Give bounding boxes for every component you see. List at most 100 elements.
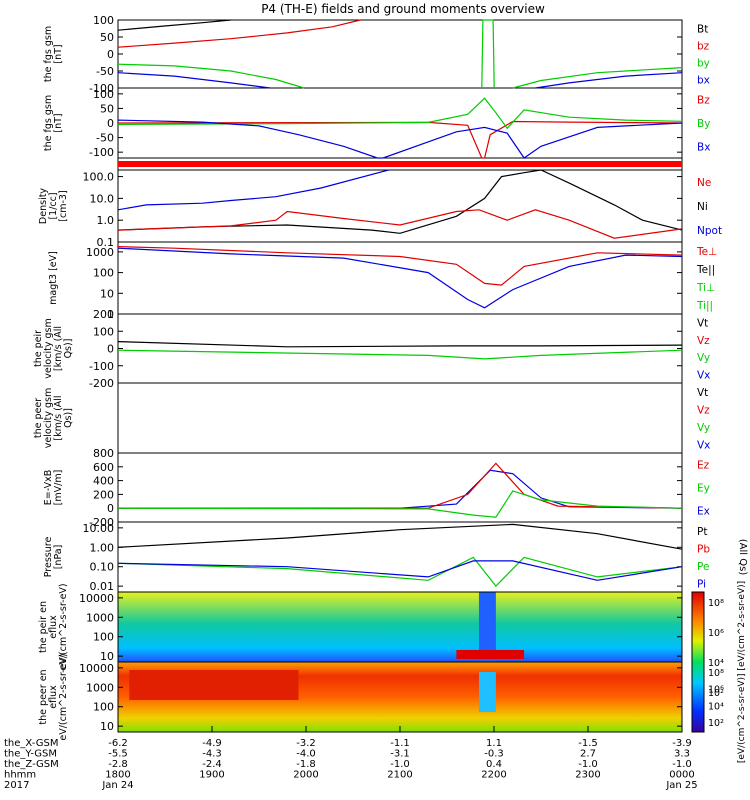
series-bx [117, 72, 271, 89]
x-tick-label: 1900 [199, 770, 224, 781]
x-tick-label: -2.8 [108, 759, 128, 770]
y-tick-label: 50 [100, 31, 114, 44]
x-tick-label: -1.8 [296, 759, 316, 770]
x-tick-label: -3.9 [672, 738, 692, 749]
y-axis-label-line: the fgs gsm [43, 95, 54, 151]
y-axis-label-line: the peir en [38, 601, 49, 653]
legend-pt: Pt [697, 526, 707, 538]
legend-vt: Vt [697, 318, 708, 330]
legend-ni: Ni [697, 201, 708, 213]
y-axis-label-line: the peer [33, 398, 44, 438]
colorbar: 10⁸ 10⁶ 10⁴ 10² 10⁸ 10⁶ 10⁴ 10² [eV/(cm^2-s-sr-e… [691, 581, 747, 763]
panel-frame [117, 521, 683, 593]
x-tick-label: -2.4 [202, 759, 222, 770]
series-Bx [117, 119, 683, 159]
y-tick-label: 1000 [86, 246, 114, 259]
colorbar-label-text: [eV/(cm^2-s-sr-eV)] [eV/(cm^2-s-sr-eV)] [737, 581, 747, 763]
y-tick-label: 10 [100, 650, 114, 663]
y-axis-label-line: the peir [33, 330, 44, 367]
y-tick-label: 0.01 [90, 580, 115, 593]
ion-spectrogram [118, 592, 682, 662]
y-axis-label-line: eV/(cm^2-s-sr-eV) [58, 653, 69, 740]
x-tick-label: 2200 [481, 770, 506, 781]
x-tick-label: -6.2 [108, 738, 128, 749]
y-tick-label: 400 [93, 475, 114, 488]
series-vt [117, 341, 683, 348]
y-tick-label: 100 [93, 267, 114, 280]
x-tick-label: 2100 [387, 770, 412, 781]
series-By [117, 97, 683, 130]
y-tick-label: 200 [93, 488, 114, 501]
legend-vt: Vt [697, 387, 708, 399]
y-tick-label: 100.0 [83, 171, 115, 184]
legend-npot: Npot [697, 225, 722, 237]
legend-vz: Vz [697, 404, 710, 416]
y-tick-label: 0 [107, 343, 114, 356]
series-bt [117, 19, 231, 31]
y-tick-label: -50 [96, 132, 114, 145]
colorbar-label: [eV/(cm^2-s-sr-eV)] [eV/(cm^2-s-sr-eV)] [737, 581, 747, 763]
legend-bz: bz [697, 41, 710, 53]
y-tick-label: 600 [93, 461, 114, 474]
y-axis-label-line: Qs)] [63, 339, 74, 359]
y-axis-label: the peer velocity gsm [km/s (All Qs)] [33, 388, 74, 448]
y-axis-label-line: [nPa] [53, 545, 64, 570]
y-axis-label: the peer en eflux eV/(cm^2-s-sr-eV) [38, 653, 69, 740]
y-axis-label-line: the fgs gsm [43, 26, 54, 82]
y-axis-label-line: [nT] [53, 44, 64, 63]
y-axis-label-line: velocity gsm [43, 388, 54, 448]
x-tick-label: 1800 [105, 770, 130, 781]
y-tick-label: 10.00 [83, 522, 115, 535]
x-tick-label: -1.0 [672, 759, 692, 770]
x-tick-label: 0.4 [486, 759, 502, 770]
x-tick-label: -1.0 [390, 759, 410, 770]
colorbar-scale [691, 591, 705, 733]
colorbar-tick-label-2: 10² [708, 718, 724, 729]
legend-vz: Vz [697, 335, 710, 347]
y-tick-label: 100 [93, 14, 114, 27]
series-vy [117, 349, 683, 360]
y-tick-label: 1.0 [97, 214, 115, 227]
colorbar-tick-label: 10⁶ [708, 628, 724, 639]
y-tick-label: 100 [93, 701, 114, 714]
x-date-label: Jan 25 [665, 780, 697, 791]
colorbar-tick-label-2: 10⁴ [708, 701, 724, 712]
x-tick-label: -4.3 [202, 749, 222, 760]
y-axis-label-line: Qs)] [63, 408, 74, 428]
y-tick-label: -200 [89, 516, 114, 529]
y-tick-label: 10.0 [90, 192, 115, 205]
series-ti [117, 247, 683, 309]
y-axis-label-line: Density [38, 188, 49, 224]
panel-frame [117, 452, 683, 523]
series-by-spike [481, 19, 495, 89]
y-tick-label: -200 [89, 377, 114, 390]
series-by-right [512, 67, 683, 89]
x-date-label: Jan 24 [101, 780, 133, 791]
series-ne [117, 209, 683, 239]
y-axis-label: the peir en eflux eV/(cm^2-s-sr-eV) [38, 583, 69, 670]
ion-spectrogram-low [456, 650, 525, 659]
y-tick-label: 10000 [79, 662, 114, 675]
y-axis-label-line: eflux [48, 685, 59, 709]
panel-frame [117, 19, 683, 89]
y-tick-label: 0 [107, 48, 114, 61]
panel-frame [117, 382, 683, 454]
side-note-text: (All Qs) [737, 539, 748, 576]
legend-ti||: Ti|| [696, 300, 713, 312]
legend-by: By [697, 118, 710, 130]
y-tick-label: 10000 [79, 592, 114, 605]
series-pi [117, 560, 683, 581]
y-tick-label: 800 [93, 447, 114, 460]
legend-ez: Ez [697, 460, 710, 472]
y-tick-label: 100 [93, 631, 114, 644]
x-tick-label: -4.9 [202, 738, 222, 749]
y-axis-label: Pressure [nPa] [43, 537, 64, 578]
series-npot [117, 169, 389, 211]
y-axis-label: Density [1/cc] [cm-3] [38, 188, 69, 224]
x-row-label: hhmm [4, 770, 36, 781]
legend-ne: Ne [697, 177, 711, 189]
legend-pi: Pi [697, 578, 706, 590]
x-tick-label: -1.0 [578, 759, 598, 770]
